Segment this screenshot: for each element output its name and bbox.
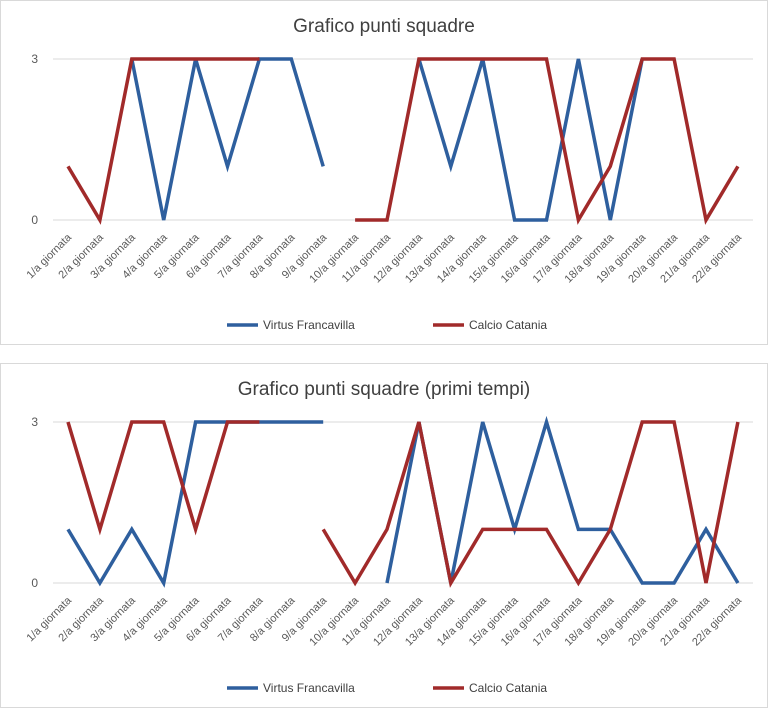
y-tick-label: 3 (31, 52, 38, 66)
legend-label: Virtus Francavilla (263, 318, 355, 332)
series-segment (417, 58, 644, 222)
points-chart: Grafico punti squadre 0 3 1/a giornata 2/a g… (0, 0, 768, 345)
series-segment (66, 420, 260, 536)
y-tick-label: 3 (31, 415, 38, 429)
series-segment (130, 57, 325, 221)
first-half-points-chart-svg: Grafico punti squadre (primi tempi)031/a… (25, 379, 753, 695)
series-line-virtus-francavilla (130, 57, 644, 222)
series-segment (321, 420, 740, 588)
series-line-calcio-catania (66, 57, 740, 225)
chart-title: Grafico punti squadre (293, 16, 475, 37)
chart-title: Grafico punti squadre (primi tempi) (238, 379, 531, 400)
y-tick-label: 0 (31, 576, 38, 590)
series-segment (66, 420, 324, 588)
legend-label: Calcio Catania (469, 681, 547, 695)
series-segment (355, 57, 740, 225)
series-line-virtus-francavilla (66, 415, 740, 588)
y-tick-label: 0 (31, 213, 38, 227)
legend-label: Virtus Francavilla (263, 681, 355, 695)
series-segment (66, 57, 260, 225)
first-half-points-chart: Grafico punti squadre (primi tempi) 0 3 1/a… (0, 363, 768, 708)
series-line-calcio-catania (66, 420, 740, 588)
legend-label: Calcio Catania (469, 318, 547, 332)
